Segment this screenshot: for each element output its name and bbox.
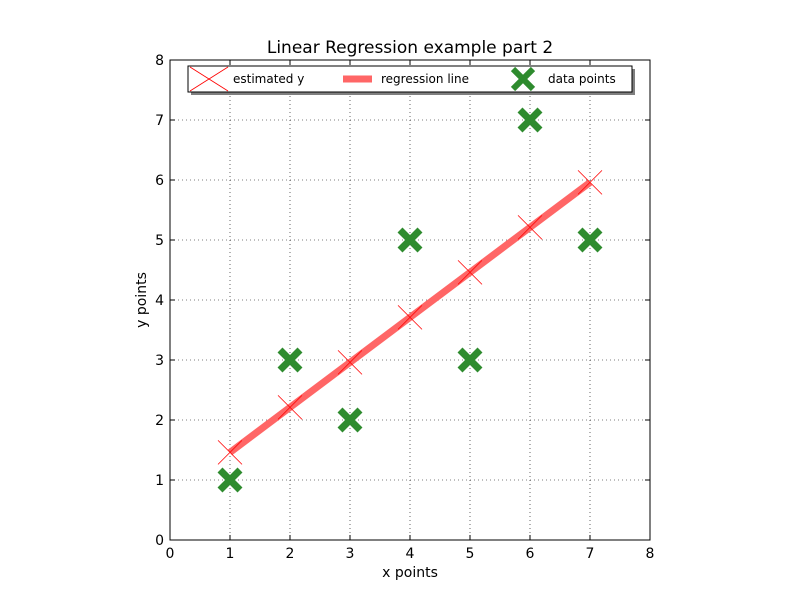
data-point — [277, 347, 303, 373]
estimated-y-stroke — [217, 440, 243, 465]
legend-label-data-points: data points — [548, 72, 616, 86]
x-tick-label: 3 — [346, 546, 355, 562]
data-point-stroke — [517, 107, 543, 133]
data-point-stroke — [397, 227, 423, 253]
legend-icon-data-points — [510, 66, 536, 92]
data-point-stroke — [457, 347, 483, 373]
estimated-y-stroke — [517, 215, 543, 240]
data-point — [457, 347, 483, 373]
axis-ticks: 0 1 2 3 4 5 6 7 8 0 1 2 3 4 5 6 7 8 — [155, 53, 654, 562]
estimated-y-point — [517, 215, 543, 240]
estimated-y-point — [577, 170, 603, 195]
y-tick-label: 5 — [155, 233, 164, 249]
data-point — [577, 227, 603, 253]
data-point — [517, 107, 543, 133]
x-tick-label: 2 — [286, 546, 295, 562]
estimated-y-point — [217, 440, 243, 465]
estimated-y-point — [397, 305, 423, 330]
y-tick-label: 2 — [155, 413, 164, 429]
estimated-y-point — [457, 260, 483, 285]
y-tick-label: 1 — [155, 473, 164, 489]
estimated-y-point — [277, 395, 303, 420]
y-tick-label: 3 — [155, 353, 164, 369]
x-tick-label: 7 — [586, 546, 595, 562]
y-tick-label: 0 — [155, 533, 164, 549]
data-point-stroke — [577, 227, 603, 253]
chart-title: Linear Regression example part 2 — [267, 38, 553, 58]
estimated-y-stroke — [277, 395, 303, 420]
estimated-y-stroke — [577, 170, 603, 195]
estimated-y-point — [337, 350, 363, 375]
data-point — [397, 227, 423, 253]
legend: estimated y regression line data points — [187, 65, 635, 95]
legend-box — [187, 65, 633, 93]
x-tick-label: 8 — [646, 546, 655, 562]
plot-area — [217, 107, 603, 493]
estimated-y-stroke — [397, 305, 423, 330]
x-tick-label: 1 — [226, 546, 235, 562]
x-tick-label: 0 — [166, 546, 175, 562]
data-point — [217, 467, 243, 493]
legend-label-estimated-y: estimated y — [233, 72, 304, 86]
grid — [170, 60, 650, 540]
legend-label-regression-line: regression line — [381, 72, 469, 86]
x-axis-label: x points — [382, 565, 438, 581]
legend-icon-estimated-y — [189, 66, 229, 92]
y-tick-label: 7 — [155, 113, 164, 129]
estimated-y-stroke — [337, 350, 363, 375]
x-tick-label: 5 — [466, 546, 475, 562]
y-tick-label: 8 — [155, 53, 164, 69]
data-point-stroke — [337, 407, 363, 433]
x-tick-label: 4 — [406, 546, 415, 562]
x-tick-label: 6 — [526, 546, 535, 562]
estimated-y-stroke — [457, 260, 483, 285]
data-point — [337, 407, 363, 433]
y-tick-label: 4 — [155, 293, 164, 309]
data-point-stroke — [217, 467, 243, 493]
y-tick-label: 6 — [155, 173, 164, 189]
data-point-stroke — [277, 347, 303, 373]
y-axis-label: y points — [134, 272, 150, 328]
